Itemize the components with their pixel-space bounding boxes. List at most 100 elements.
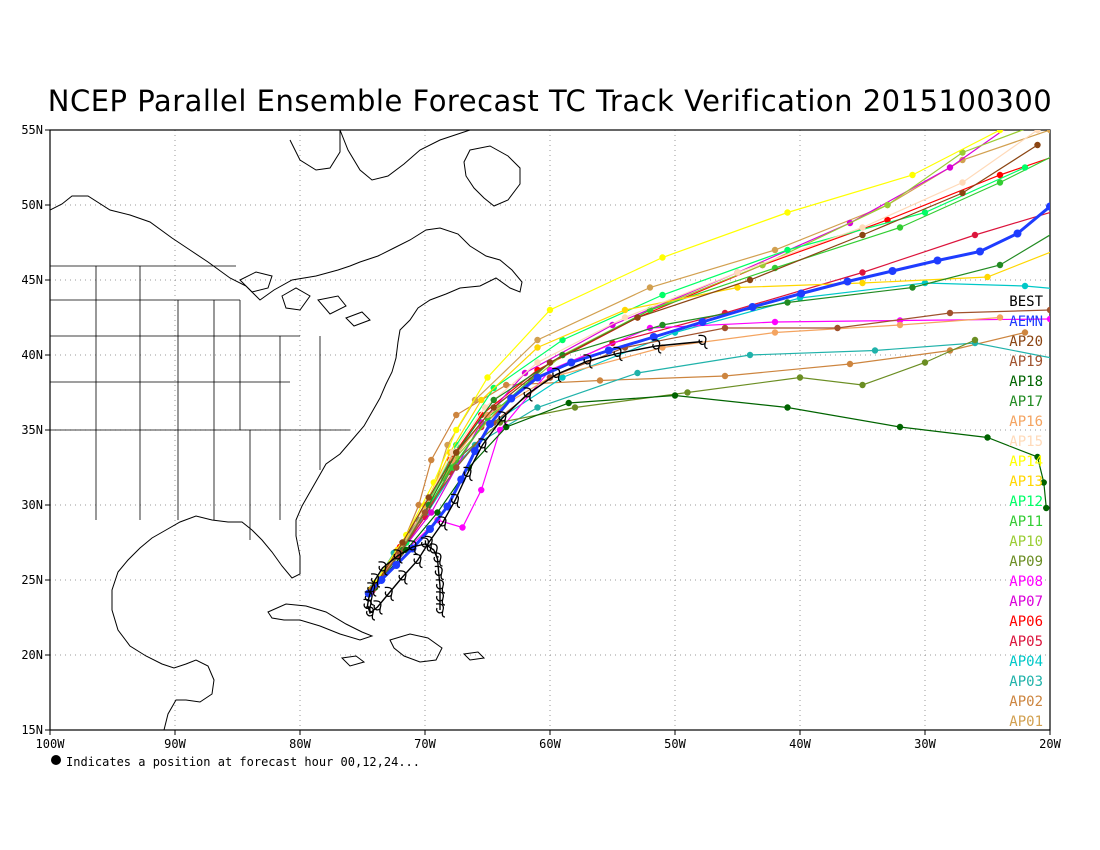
- track-point: [484, 374, 491, 381]
- track-point: [996, 261, 1004, 269]
- hurricane-symbol-icon: [698, 334, 708, 350]
- track-point: [567, 358, 576, 367]
- track-point: [996, 130, 1004, 134]
- north-america-coast: [50, 195, 523, 730]
- track-point: [996, 179, 1004, 186]
- track-point: [771, 246, 779, 254]
- track-point: [621, 306, 629, 314]
- x-tick-label: 60W: [539, 737, 561, 751]
- x-tick-label: 30W: [914, 737, 936, 751]
- track-ap15: [371, 130, 1041, 590]
- track-point: [649, 333, 658, 341]
- legend-entry-ap10: AP10: [1009, 534, 1043, 550]
- x-tick-label: 20W: [1039, 737, 1061, 751]
- track-point: [996, 314, 1004, 321]
- track-point: [1072, 287, 1078, 293]
- track-point: [425, 494, 432, 501]
- track-point: [684, 389, 691, 396]
- track-point: [859, 269, 866, 276]
- track-point: [784, 404, 791, 411]
- track-point: [1072, 142, 1078, 148]
- hurricane-symbol-icon: [429, 543, 439, 558]
- track-point: [984, 434, 991, 441]
- track-point: [859, 279, 866, 287]
- track-point: [1084, 142, 1090, 148]
- track-point: [443, 502, 452, 511]
- track-point: [884, 216, 891, 224]
- labrador-coast: [339, 130, 471, 181]
- legend-entry-ap07: AP07: [1009, 594, 1043, 610]
- track-point: [721, 324, 729, 332]
- hurricane-symbol-icon: [438, 516, 448, 531]
- hurricane-symbol-icon: [434, 565, 444, 581]
- track-point: [859, 381, 866, 389]
- track-point: [471, 447, 479, 455]
- track-point: [921, 359, 929, 366]
- track-point: [796, 374, 804, 381]
- track-point: [1021, 282, 1029, 290]
- track-point: [797, 289, 806, 298]
- hurricane-symbol-icon: [408, 540, 418, 555]
- puerto-rico: [462, 651, 486, 661]
- track-point: [1046, 315, 1050, 323]
- track-point: [396, 549, 404, 557]
- track-point: [933, 256, 942, 265]
- track-point: [746, 276, 754, 284]
- track-point: [996, 171, 1004, 179]
- track-point: [478, 486, 485, 494]
- legend-entry-ap09: AP09: [1009, 554, 1043, 570]
- hurricane-symbol-icon: [364, 591, 374, 606]
- track-point: [453, 441, 460, 449]
- hurricane-symbol-icon: [652, 339, 662, 354]
- track-point: [734, 284, 741, 291]
- track-point: [1046, 130, 1050, 134]
- x-tick-label: 100W: [36, 737, 66, 751]
- track-line: [374, 157, 1050, 587]
- legend-entry-ap19: AP19: [1009, 354, 1043, 370]
- hurricane-symbol-icon: [435, 579, 446, 594]
- track-point: [478, 411, 485, 419]
- us-state-lines: [50, 265, 350, 540]
- track-point: [1072, 359, 1078, 365]
- track-line: [372, 156, 1050, 590]
- track-point: [534, 336, 541, 344]
- x-tick-label: 50W: [664, 737, 686, 751]
- track-line: [367, 205, 1050, 595]
- track-point: [1034, 130, 1041, 134]
- y-axis-ticks: 55N 50N 45N 40N 35N 30N 25N 20N 15N: [21, 123, 50, 737]
- track-point: [946, 164, 954, 171]
- track-point: [959, 189, 966, 197]
- track-point: [896, 423, 904, 431]
- track-point: [1043, 504, 1050, 512]
- track-line: [366, 340, 703, 615]
- track-point: [784, 246, 791, 254]
- y-tick-label: 25N: [21, 573, 43, 587]
- track-point: [503, 423, 510, 431]
- track-point: [959, 156, 966, 164]
- hurricane-symbol-icon: [433, 552, 443, 567]
- track-point: [671, 392, 679, 399]
- track-point: [1021, 164, 1029, 171]
- track-point: [453, 449, 460, 456]
- legend-entry-best: BEST: [1009, 294, 1043, 310]
- legend-entry-ap03: AP03: [1009, 674, 1043, 690]
- track-point: [534, 359, 541, 366]
- track-point: [909, 171, 916, 179]
- track-point: [503, 381, 510, 389]
- track-point: [434, 509, 441, 516]
- track-point: [559, 336, 566, 344]
- track-ap20: [371, 141, 1041, 590]
- track-point: [909, 284, 916, 291]
- track-point: [596, 377, 604, 384]
- track-point: [734, 269, 741, 276]
- track-point: [1040, 479, 1047, 486]
- track-line: [374, 130, 1050, 584]
- track-point: [428, 456, 435, 464]
- hurricane-symbol-icon: [384, 586, 394, 602]
- track-aemn: [364, 202, 1050, 598]
- legend-entry-ap16: AP16: [1009, 414, 1043, 430]
- track-point: [784, 209, 791, 216]
- track-point: [1021, 329, 1029, 336]
- track-point: [959, 179, 966, 186]
